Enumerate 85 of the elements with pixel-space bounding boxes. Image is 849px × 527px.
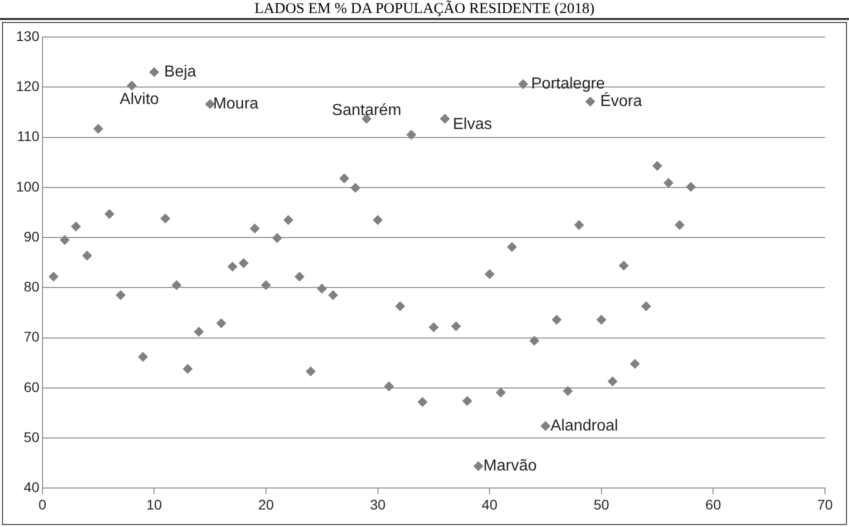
- point: [238, 258, 249, 268]
- annotation: Portalegre: [531, 76, 606, 93]
- point: [406, 130, 416, 140]
- point: [350, 182, 360, 193]
- point: [339, 173, 350, 184]
- point: [462, 396, 472, 406]
- point: [484, 269, 495, 280]
- point: [227, 262, 238, 272]
- point: [440, 114, 450, 124]
- x-tick-label: 60: [705, 496, 722, 512]
- y-tick-label: 80: [24, 278, 40, 295]
- point: [260, 280, 271, 290]
- point: [506, 242, 517, 252]
- point: [316, 284, 327, 294]
- point: [48, 272, 59, 282]
- point: [138, 352, 148, 362]
- point: [686, 182, 696, 192]
- point: [585, 96, 596, 107]
- point: [149, 67, 160, 78]
- annotation: Santarém: [332, 102, 402, 120]
- x-tick-label: 40: [482, 496, 498, 512]
- y-tick-label: 120: [16, 78, 40, 94]
- point: [395, 301, 406, 312]
- point: [70, 222, 81, 232]
- point: [641, 301, 652, 312]
- x-tick-label: 0: [38, 496, 46, 512]
- point: [294, 272, 305, 282]
- point: [562, 386, 573, 396]
- point: [552, 314, 562, 325]
- point: [116, 290, 126, 300]
- point: [674, 220, 685, 230]
- point: [608, 376, 618, 386]
- point: [518, 79, 528, 90]
- annotation: Beja: [164, 64, 196, 80]
- point: [126, 80, 137, 91]
- chart-title: LADOS EM % DA POPULAÇÃO RESIDENTE (2018): [0, 0, 849, 20]
- annotation: Moura: [213, 96, 259, 113]
- point: [82, 250, 92, 261]
- annotation: Elvas: [452, 116, 492, 134]
- point: [574, 220, 584, 230]
- x-tick-label: 10: [146, 496, 162, 512]
- point: [496, 387, 506, 398]
- y-tick-label: 40: [24, 479, 40, 496]
- point: [60, 235, 70, 246]
- point: [306, 366, 316, 376]
- point: [182, 364, 193, 374]
- x-tick-label: 30: [370, 496, 386, 512]
- point: [372, 214, 383, 225]
- point: [618, 260, 629, 271]
- point: [540, 421, 550, 432]
- point: [272, 233, 282, 244]
- point: [93, 124, 104, 134]
- annotation: Marvão: [483, 458, 537, 475]
- point: [663, 178, 674, 188]
- point: [473, 461, 484, 472]
- point: [596, 314, 606, 325]
- point: [250, 224, 260, 234]
- point: [630, 358, 640, 369]
- point: [216, 318, 226, 328]
- point: [418, 396, 428, 407]
- x-tick-label: 70: [817, 496, 833, 512]
- y-tick-label: 100: [16, 178, 40, 194]
- annotation: Alvito: [120, 91, 160, 108]
- y-tick-label: 90: [24, 228, 40, 244]
- point: [194, 326, 204, 337]
- y-tick-label: 50: [24, 428, 40, 445]
- y-tick-label: 110: [17, 128, 40, 144]
- annotation: Alandroal: [550, 417, 618, 434]
- point: [172, 280, 182, 290]
- point: [428, 322, 439, 332]
- point: [652, 160, 662, 171]
- point: [451, 321, 462, 332]
- point: [283, 214, 294, 225]
- point: [529, 336, 540, 346]
- point: [328, 290, 338, 300]
- y-tick-label: 70: [24, 328, 40, 345]
- x-tick-label: 20: [258, 496, 274, 512]
- point: [384, 381, 394, 392]
- annotation: Évora: [600, 92, 642, 110]
- y-tick-label: 130: [16, 28, 40, 44]
- point: [160, 213, 170, 224]
- y-tick-label: 60: [24, 378, 40, 395]
- point: [205, 99, 216, 110]
- point: [104, 208, 114, 219]
- x-tick-label: 50: [594, 496, 610, 512]
